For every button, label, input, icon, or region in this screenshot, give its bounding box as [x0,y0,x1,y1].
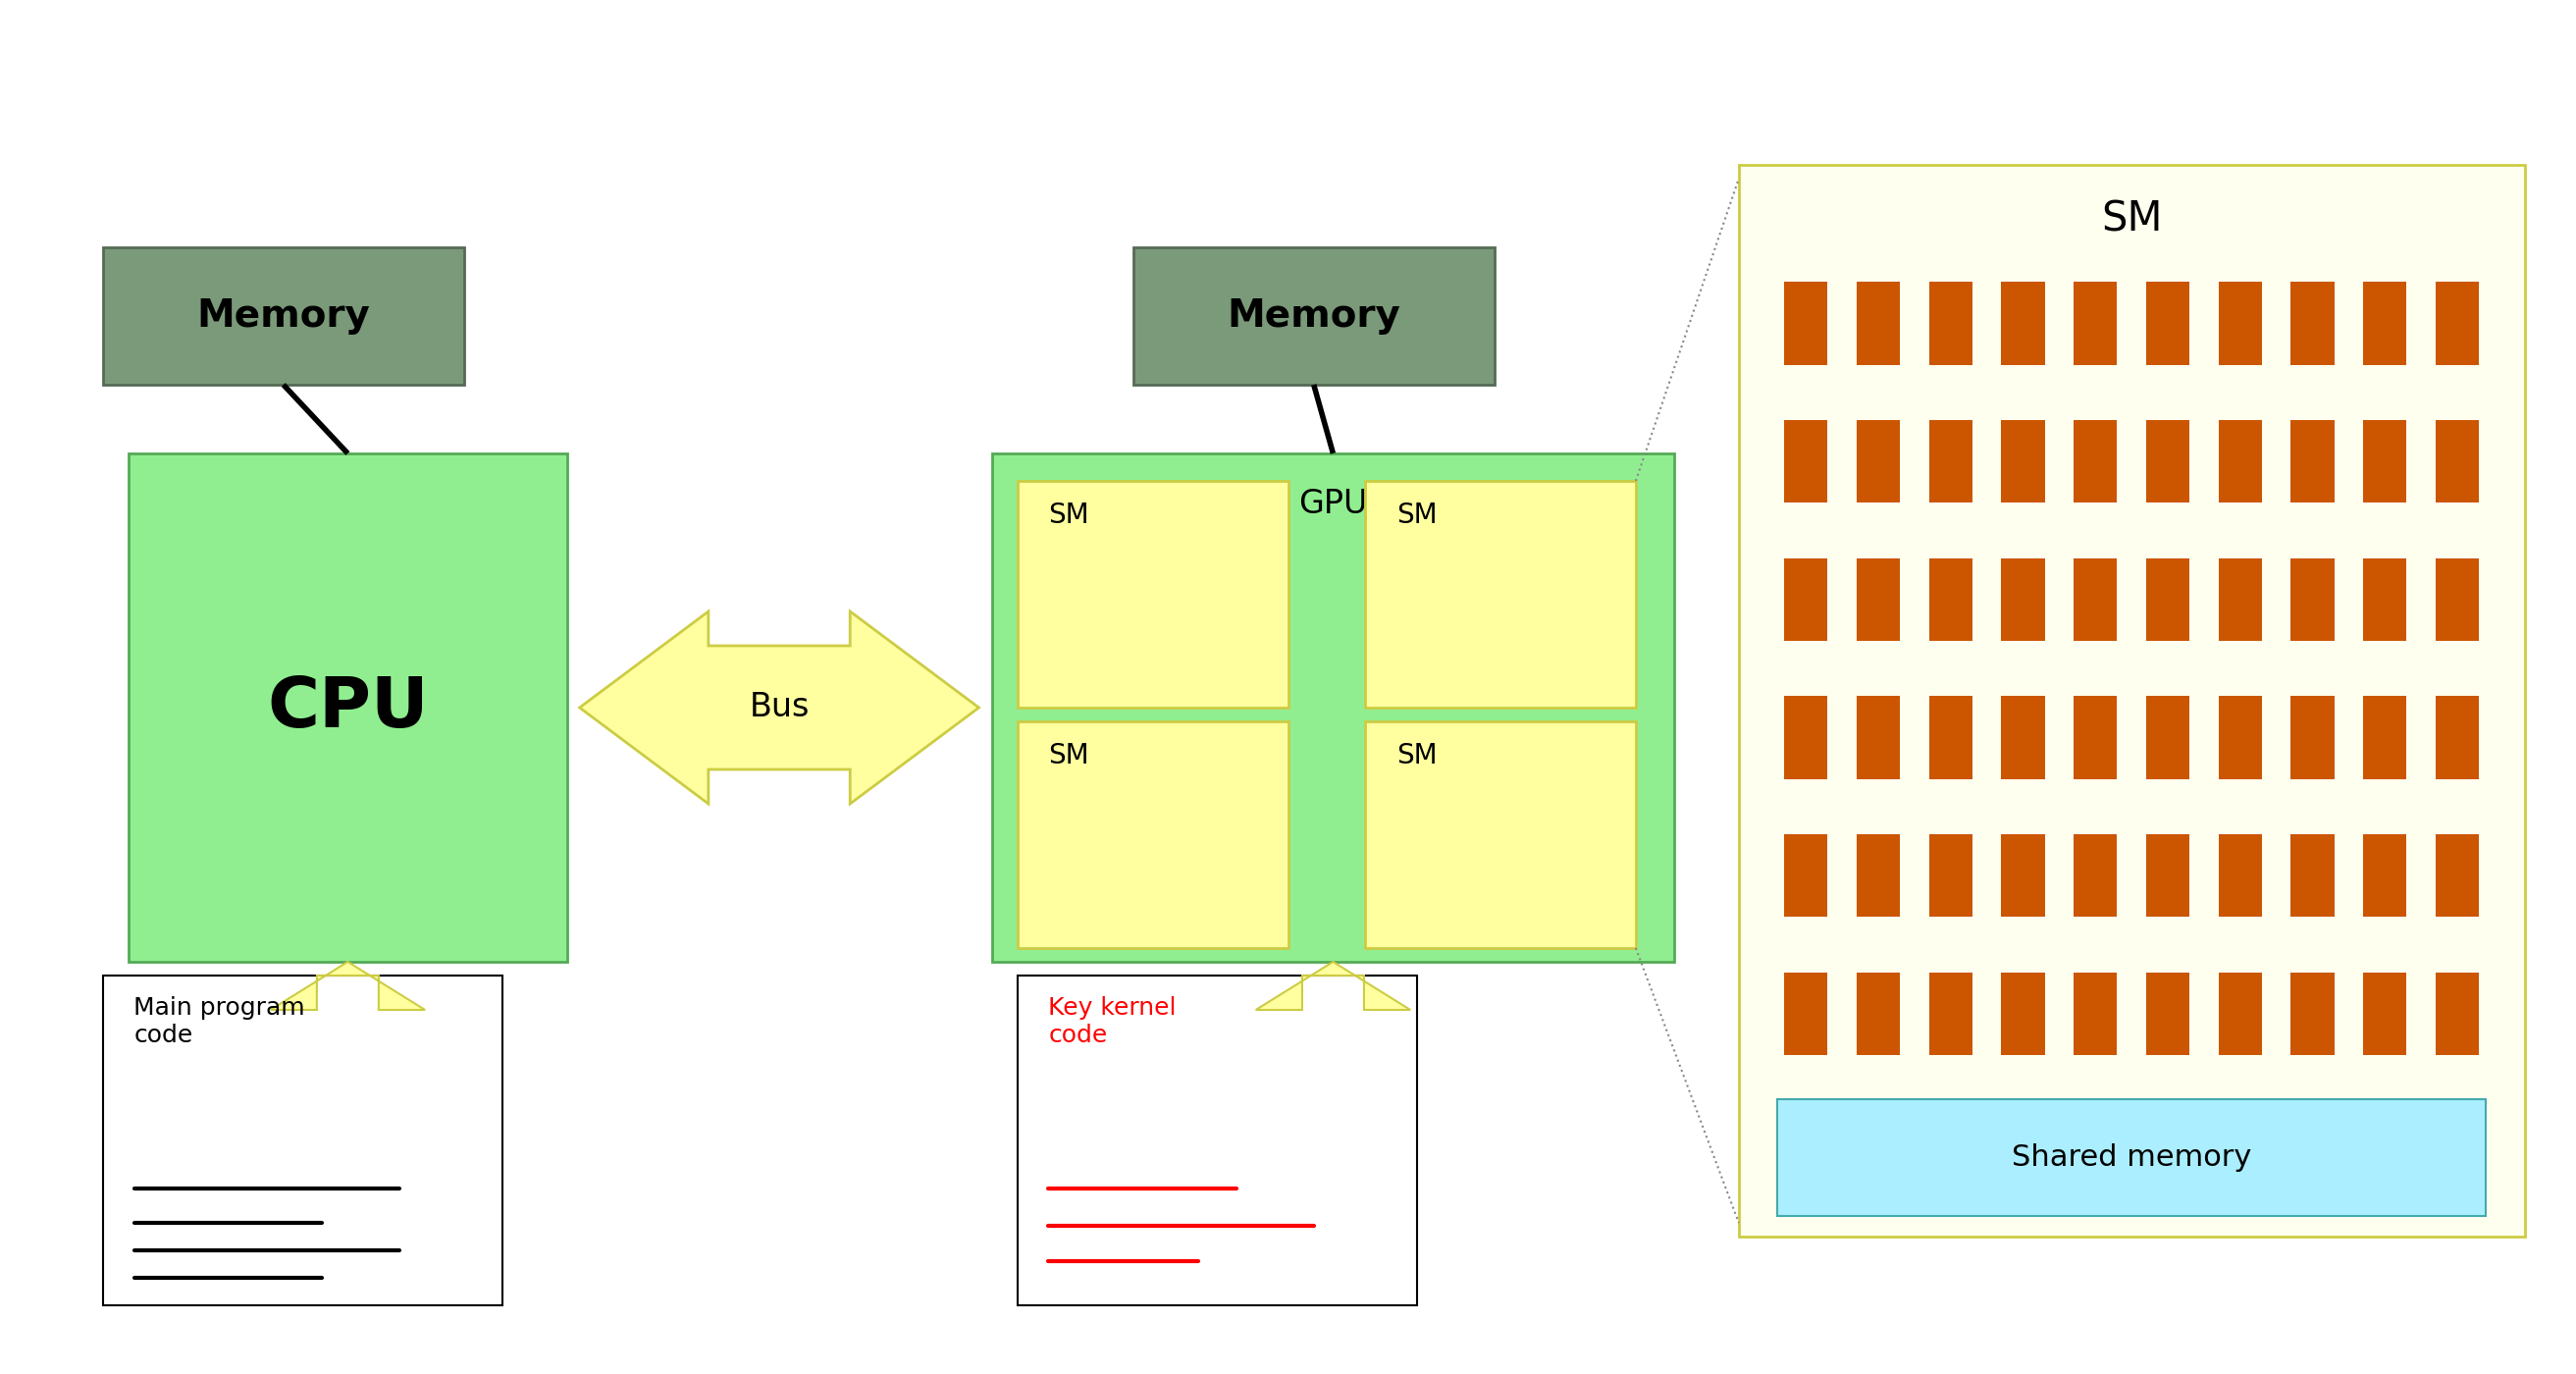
FancyBboxPatch shape [1018,481,1288,708]
Text: Main program
code: Main program code [134,996,307,1047]
FancyBboxPatch shape [2002,558,2045,640]
FancyBboxPatch shape [1777,1099,2486,1216]
Text: CPU: CPU [268,673,428,742]
FancyBboxPatch shape [2437,834,2478,916]
Text: Bus: Bus [750,691,809,724]
Text: Shared memory: Shared memory [2012,1143,2251,1172]
FancyBboxPatch shape [2290,282,2334,364]
FancyBboxPatch shape [2146,973,2190,1055]
FancyBboxPatch shape [103,247,464,385]
FancyBboxPatch shape [2218,420,2262,503]
FancyBboxPatch shape [1929,282,1973,364]
Text: GPU: GPU [1298,488,1368,521]
FancyBboxPatch shape [2074,282,2117,364]
FancyBboxPatch shape [1929,973,1973,1055]
FancyBboxPatch shape [1857,282,1901,364]
FancyBboxPatch shape [2146,558,2190,640]
FancyBboxPatch shape [2218,282,2262,364]
Text: Key kernel
code: Key kernel code [1048,996,1177,1047]
FancyBboxPatch shape [2290,420,2334,503]
FancyBboxPatch shape [1857,420,1901,503]
FancyBboxPatch shape [2218,834,2262,916]
FancyBboxPatch shape [2146,834,2190,916]
FancyBboxPatch shape [2074,697,2117,779]
FancyBboxPatch shape [1365,481,1636,708]
FancyBboxPatch shape [1929,834,1973,916]
FancyBboxPatch shape [1929,558,1973,640]
Text: SM: SM [1396,502,1437,529]
FancyBboxPatch shape [129,453,567,962]
FancyBboxPatch shape [2002,697,2045,779]
FancyBboxPatch shape [2218,697,2262,779]
FancyBboxPatch shape [1018,721,1288,948]
FancyBboxPatch shape [2074,834,2117,916]
Text: SM: SM [1396,742,1437,769]
FancyBboxPatch shape [1857,697,1901,779]
FancyBboxPatch shape [2362,420,2406,503]
FancyBboxPatch shape [2002,420,2045,503]
FancyBboxPatch shape [2002,973,2045,1055]
FancyBboxPatch shape [1785,834,1826,916]
FancyBboxPatch shape [2362,697,2406,779]
Polygon shape [1257,962,1412,1010]
FancyBboxPatch shape [2362,834,2406,916]
FancyBboxPatch shape [2002,834,2045,916]
Text: Memory: Memory [196,297,371,335]
Text: Memory: Memory [1226,297,1401,335]
Polygon shape [270,962,425,1010]
FancyBboxPatch shape [2146,697,2190,779]
Polygon shape [580,611,979,804]
FancyBboxPatch shape [2362,973,2406,1055]
FancyBboxPatch shape [2437,558,2478,640]
FancyBboxPatch shape [1785,420,1826,503]
FancyBboxPatch shape [103,976,502,1305]
FancyBboxPatch shape [2362,558,2406,640]
FancyBboxPatch shape [2218,558,2262,640]
FancyBboxPatch shape [1929,420,1973,503]
FancyBboxPatch shape [2218,973,2262,1055]
FancyBboxPatch shape [1857,834,1901,916]
FancyBboxPatch shape [2290,834,2334,916]
FancyBboxPatch shape [1133,247,1494,385]
Text: SM: SM [2102,199,2161,240]
FancyBboxPatch shape [2437,420,2478,503]
FancyBboxPatch shape [992,453,1674,962]
FancyBboxPatch shape [2074,420,2117,503]
FancyBboxPatch shape [1365,721,1636,948]
FancyBboxPatch shape [2290,697,2334,779]
FancyBboxPatch shape [2362,282,2406,364]
FancyBboxPatch shape [1785,973,1826,1055]
FancyBboxPatch shape [2002,282,2045,364]
FancyBboxPatch shape [1857,973,1901,1055]
FancyBboxPatch shape [1785,282,1826,364]
FancyBboxPatch shape [2146,420,2190,503]
FancyBboxPatch shape [2290,558,2334,640]
FancyBboxPatch shape [1785,558,1826,640]
FancyBboxPatch shape [1857,558,1901,640]
Text: SM: SM [1048,502,1090,529]
FancyBboxPatch shape [2146,282,2190,364]
FancyBboxPatch shape [1018,976,1417,1305]
FancyBboxPatch shape [2437,697,2478,779]
FancyBboxPatch shape [2437,282,2478,364]
FancyBboxPatch shape [2437,973,2478,1055]
FancyBboxPatch shape [1929,697,1973,779]
FancyBboxPatch shape [2290,973,2334,1055]
Text: SM: SM [1048,742,1090,769]
FancyBboxPatch shape [2074,973,2117,1055]
FancyBboxPatch shape [1785,697,1826,779]
FancyBboxPatch shape [2074,558,2117,640]
FancyBboxPatch shape [1739,165,2524,1237]
